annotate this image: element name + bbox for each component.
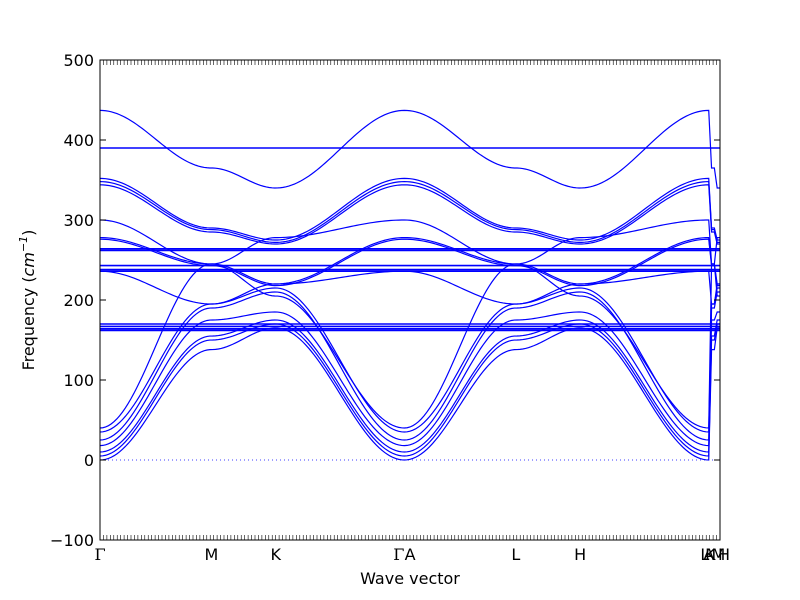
band-line-11 — [99, 291, 720, 441]
x-tick-label: Γ — [393, 545, 404, 564]
y-tick-label: 300 — [63, 211, 94, 230]
x-tick-label: H — [718, 545, 730, 564]
y-axis-label: Frequency (cm−1) — [17, 230, 38, 371]
y-tick-label: 500 — [63, 51, 94, 70]
band-line-13 — [99, 319, 720, 453]
band-line-10 — [99, 287, 720, 433]
band-line-12 — [99, 311, 720, 447]
y-tick-label: 0 — [84, 451, 94, 470]
band-line-1 — [99, 109, 720, 189]
x-tick-label: K — [705, 545, 716, 564]
band-line-3 — [99, 180, 720, 243]
y-tick-label: −100 — [50, 531, 94, 550]
x-tick-label: H — [574, 545, 586, 564]
band-line-4 — [99, 184, 720, 245]
band-line-6 — [99, 236, 720, 285]
y-axis-label-exponent: −1 — [17, 236, 30, 252]
x-tick-label: K — [270, 545, 281, 564]
y-axis-label-prefix: Frequency ( — [19, 276, 38, 370]
y-axis-label-unit: cm — [19, 252, 38, 276]
band-line-2 — [99, 177, 720, 241]
bands-layer — [99, 109, 720, 461]
y-axis-label-suffix: ) — [19, 230, 38, 236]
x-tick-label: M — [205, 545, 219, 564]
y-tick-label: 200 — [63, 291, 94, 310]
y-tick-label: 100 — [63, 371, 94, 390]
plot-frame — [99, 59, 721, 541]
y-tick-label: 400 — [63, 131, 94, 150]
band-line-15 — [99, 327, 720, 461]
x-tick-label: Γ — [94, 545, 105, 564]
x-tick-label: L — [700, 545, 709, 564]
x-tick-label: M — [712, 545, 726, 564]
x-tick-label: A — [405, 545, 416, 564]
x-tick-label: L — [511, 545, 520, 564]
x-tick-label: A — [703, 545, 714, 564]
x-axis-label: Wave vector — [360, 569, 460, 588]
band-line-14 — [99, 323, 720, 457]
